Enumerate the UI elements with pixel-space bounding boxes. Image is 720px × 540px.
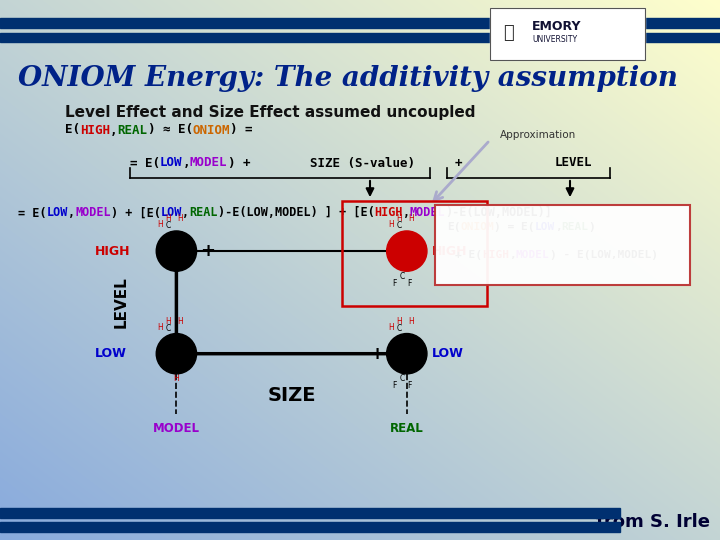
Text: ) - E(LOW,MODEL): ) - E(LOW,MODEL) [549,250,657,260]
Bar [490,8,645,60]
Text: LOW: LOW [47,206,68,219]
Text: ,: , [555,222,562,232]
Text: ,: , [110,124,117,137]
Text: ,: , [182,206,189,219]
Text: H: H [396,214,402,224]
Text: C: C [399,272,405,281]
Text: ,: , [182,157,190,170]
Circle shape [387,231,427,271]
Circle shape [156,334,197,374]
Text: E(: E( [447,222,461,232]
Text: HIGH: HIGH [94,245,130,258]
Text: REAL: REAL [189,206,217,219]
Text: Approximation: Approximation [500,130,576,140]
Text: H: H [166,214,171,224]
Text: = E(: = E( [130,157,160,170]
Text: = E(: = E( [18,206,47,219]
Text: LOW: LOW [94,347,126,360]
Text: HIGH: HIGH [482,250,509,260]
Text: MODEL: MODEL [190,157,228,170]
Text: C: C [166,324,171,333]
Text: H: H [388,323,394,332]
Text: ONIOM: ONIOM [461,222,494,232]
Text: -: - [201,343,210,364]
Text: H: H [178,317,184,326]
Text: EMORY: EMORY [532,19,582,32]
Text: ONIOM Energy: The additivity assumption: ONIOM Energy: The additivity assumption [18,65,678,92]
Text: H: H [388,220,394,230]
Text: F: F [392,381,397,390]
Text: REAL: REAL [390,422,423,435]
Text: HIGH: HIGH [80,124,110,137]
Text: +: + [455,157,462,170]
Text: ONIOM: ONIOM [192,124,230,137]
Text: LOW: LOW [432,347,464,360]
Text: H: H [158,220,163,230]
Text: LOW: LOW [535,222,555,232]
Text: MODEL: MODEL [75,206,111,219]
Text: UNIVERSITY: UNIVERSITY [532,35,577,44]
Text: ,: , [509,250,516,260]
Text: ⛨: ⛨ [503,24,513,42]
Text: SIZE (S-value): SIZE (S-value) [310,157,415,170]
Bar [490,8,645,60]
Text: ,: , [68,206,75,219]
Text: E(: E( [65,124,80,137]
Text: +: + [201,242,215,260]
Text: H: H [174,374,179,383]
Text: ) + [E(: ) + [E( [111,206,161,219]
Text: HIGH: HIGH [374,206,402,219]
Text: H: H [158,323,163,332]
Text: H: H [408,214,414,224]
Bar [0,33,720,42]
Text: ): ) [589,222,595,232]
Text: MODEL: MODEL [153,422,200,435]
Text: C: C [399,374,405,383]
Circle shape [387,334,427,374]
Text: C: C [396,221,402,231]
Text: H: H [178,214,184,224]
Text: SIZE: SIZE [267,386,316,405]
Text: from S. Irle: from S. Irle [596,513,710,531]
Text: C: C [396,324,402,333]
Bar [0,508,620,518]
Text: HIGH: HIGH [432,245,467,258]
Text: H: H [166,317,171,326]
Text: ,: , [402,206,410,219]
Text: ) +: ) + [228,157,250,170]
Bar [0,522,620,532]
Text: LOW: LOW [160,157,182,170]
Text: F: F [408,279,412,288]
Text: REAL: REAL [117,124,148,137]
Text: +: + [369,345,384,363]
Text: MODEL: MODEL [516,250,549,260]
Text: + E(: + E( [455,250,482,260]
Text: )-E(LOW,MODEL) ] + [E(: )-E(LOW,MODEL) ] + [E( [217,206,374,219]
Bar [342,201,487,306]
Text: Level Effect and Size Effect assumed uncoupled: Level Effect and Size Effect assumed unc… [65,105,475,120]
Text: LEVEL: LEVEL [555,157,593,170]
Text: ) ≈ E(: ) ≈ E( [148,124,192,137]
Text: REAL: REAL [562,222,589,232]
Text: C: C [166,221,171,231]
Text: F: F [408,381,412,390]
Text: ) = E(: ) = E( [494,222,535,232]
Text: ) =: ) = [230,124,253,137]
Text: )-E(LOW,MODEL)]: )-E(LOW,MODEL)] [446,206,552,219]
Text: MODEL: MODEL [410,206,446,219]
Bar [435,205,690,285]
Circle shape [156,231,197,271]
Text: LOW: LOW [161,206,182,219]
Text: H: H [396,317,402,326]
Text: F: F [392,279,397,288]
Bar [0,18,720,28]
Text: H: H [408,317,414,326]
Text: LEVEL: LEVEL [114,276,129,328]
